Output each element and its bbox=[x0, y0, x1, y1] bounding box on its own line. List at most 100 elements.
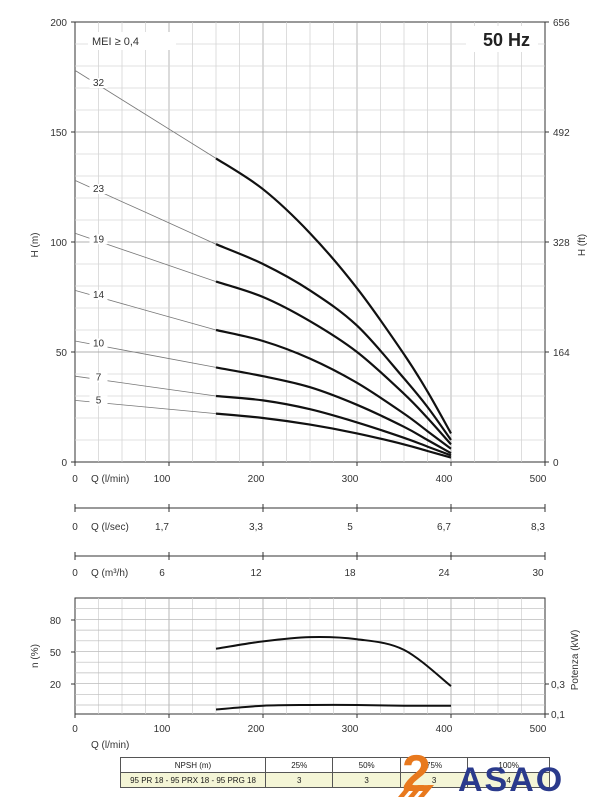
x-tick-label: 300 bbox=[342, 474, 359, 485]
axis-tick-label: 5 bbox=[347, 522, 353, 533]
axis-tick-label: 0 bbox=[72, 522, 78, 533]
curve-label: 23 bbox=[93, 184, 105, 195]
npsh-value-cell: 3 bbox=[332, 772, 401, 788]
curve-label: 14 bbox=[93, 290, 105, 301]
efficiency-x-tick-label: 200 bbox=[248, 724, 265, 735]
curve-label-bg bbox=[89, 184, 108, 195]
curve-extension-19 bbox=[74, 232, 217, 282]
y-right-tick-label: 164 bbox=[553, 348, 570, 359]
asao-logo: 2 ASAO bbox=[398, 745, 564, 800]
lsec-axis-label: Q (l/sec) bbox=[91, 522, 129, 533]
y-tick-label: 150 bbox=[50, 128, 67, 139]
axis-tick-label: 12 bbox=[250, 568, 262, 579]
y-tick-label: 0 bbox=[61, 458, 67, 469]
power-curve bbox=[215, 703, 452, 711]
axis-tick-label: 30 bbox=[532, 568, 544, 579]
pump-curve-19 bbox=[215, 280, 452, 446]
power-y-tick-labels: 0,1 0,3 bbox=[545, 680, 565, 721]
curve-label-bg bbox=[89, 372, 108, 383]
pump-curve-23 bbox=[215, 243, 452, 441]
y-right-tick-label: 328 bbox=[553, 238, 570, 249]
curve-label-bg bbox=[89, 338, 108, 349]
y-tick-label: 50 bbox=[56, 348, 68, 359]
m3h-axis-ticks: 0 6 12 18 24 30 bbox=[72, 552, 546, 579]
curve-extension-23 bbox=[74, 180, 217, 245]
axis-tick-label: 8,3 bbox=[531, 522, 545, 533]
head-curve-extensions bbox=[74, 70, 217, 414]
x-axis-label: Q (l/min) bbox=[91, 474, 129, 485]
curve-extension-10 bbox=[74, 340, 217, 368]
head-y-right-tick-labels: 0 164 328 492 656 bbox=[545, 18, 570, 469]
efficiency-chart: 20 50 80 0,1 0,3 0 100 200 300 400 500 n (%) Pot… bbox=[30, 597, 581, 751]
axis-tick-label: 6,7 bbox=[437, 522, 451, 533]
efficiency-x-tick-label: 400 bbox=[436, 724, 453, 735]
x-tick-label: 0 bbox=[72, 474, 78, 485]
npsh-value-cell: 3 bbox=[399, 772, 469, 788]
annotation-box bbox=[88, 32, 176, 50]
curve-label-bg bbox=[89, 234, 108, 245]
curve-label: 10 bbox=[93, 338, 105, 349]
curve-extension-5 bbox=[74, 400, 217, 414]
power-y-tick-label: 0,1 bbox=[551, 710, 565, 721]
curve-label-bg bbox=[89, 78, 108, 89]
m3h-axis-label: Q (m³/h) bbox=[91, 568, 128, 579]
x-tick-label: 200 bbox=[248, 474, 265, 485]
efficiency-y-tick-label: 20 bbox=[50, 680, 62, 691]
pump-curve-32 bbox=[215, 157, 452, 434]
npsh-model-cell: 95 PR 18 - 95 PRX 18 - 95 PRG 18 bbox=[120, 772, 266, 788]
y-axis-label: H (m) bbox=[30, 233, 41, 258]
npsh-table: NPSH (m) 25% 50% 75% 100% 95 PR 18 - 95 … bbox=[120, 757, 550, 788]
x-tick-label: 500 bbox=[530, 474, 547, 485]
pump-curve-10 bbox=[215, 366, 452, 455]
npsh-header-cell: 25% bbox=[264, 757, 334, 773]
curve-label-bg bbox=[89, 395, 108, 406]
m3h-axis: 0 6 12 18 24 30 Q (m³/h) bbox=[72, 552, 546, 579]
npsh-value-cell: 3 bbox=[264, 772, 334, 788]
y-tick-label: 200 bbox=[50, 18, 67, 29]
curve-extension-7 bbox=[74, 375, 217, 397]
lsec-axis: 0 1,7 3,3 5 6,7 8,3 Q (l/sec) bbox=[72, 504, 546, 533]
efficiency-y-tick-labels: 20 50 80 bbox=[50, 616, 75, 691]
curve-extension-32 bbox=[74, 70, 217, 159]
npsh-value-cell: 4 bbox=[467, 772, 550, 788]
axis-tick-label: 0 bbox=[72, 568, 78, 579]
logo-text: ASAO bbox=[458, 761, 564, 799]
x-tick-label: 400 bbox=[436, 474, 453, 485]
npsh-header-cell: NPSH (m) bbox=[120, 757, 266, 773]
curve-label: 5 bbox=[96, 396, 102, 407]
axis-tick-label: 6 bbox=[159, 568, 165, 579]
efficiency-x-tick-label: 100 bbox=[154, 724, 171, 735]
curve-label: 7 bbox=[96, 373, 102, 384]
curve-label: 32 bbox=[93, 78, 105, 89]
head-curve-labels: 32 23 19 14 10 7 5 bbox=[89, 78, 108, 407]
power-axis-label: Potenza (kW) bbox=[570, 630, 581, 691]
curve-label-bg bbox=[89, 290, 108, 300]
head-curves bbox=[215, 157, 452, 459]
y-tick-label: 100 bbox=[50, 238, 67, 249]
head-y-tick-labels: 0 50 100 150 200 bbox=[50, 18, 75, 469]
efficiency-y-tick-label: 50 bbox=[50, 648, 62, 659]
efficiency-curves bbox=[215, 635, 452, 711]
npsh-value-row: 95 PR 18 - 95 PRX 18 - 95 PRG 18 3 3 3 4 bbox=[120, 772, 550, 788]
x-tick-label: 100 bbox=[154, 474, 171, 485]
head-chart-grid bbox=[75, 22, 545, 462]
curve-extension-14 bbox=[74, 290, 217, 331]
axis-tick-label: 24 bbox=[438, 568, 450, 579]
mei-annotation: MEI ≥ 0,4 bbox=[92, 36, 139, 48]
efficiency-curve bbox=[215, 635, 452, 687]
lsec-axis-ticks: 0 1,7 3,3 5 6,7 8,3 bbox=[72, 504, 546, 533]
efficiency-x-tick-label: 500 bbox=[530, 724, 547, 735]
efficiency-x-tick-label: 0 bbox=[72, 724, 78, 735]
npsh-header-cell: 50% bbox=[332, 757, 401, 773]
logo-stripes-icon bbox=[398, 785, 434, 797]
pump-curve-5 bbox=[215, 412, 452, 459]
pump-curve-14 bbox=[215, 328, 452, 450]
efficiency-x-axis-label: Q (l/min) bbox=[91, 740, 129, 751]
y-right-tick-label: 656 bbox=[553, 18, 570, 29]
axis-tick-label: 3,3 bbox=[249, 522, 263, 533]
power-y-tick-label: 0,3 bbox=[551, 680, 565, 691]
efficiency-axis-label: n (%) bbox=[30, 644, 41, 668]
chart-title: 50 Hz bbox=[483, 30, 530, 50]
pump-curve-7 bbox=[215, 394, 452, 457]
